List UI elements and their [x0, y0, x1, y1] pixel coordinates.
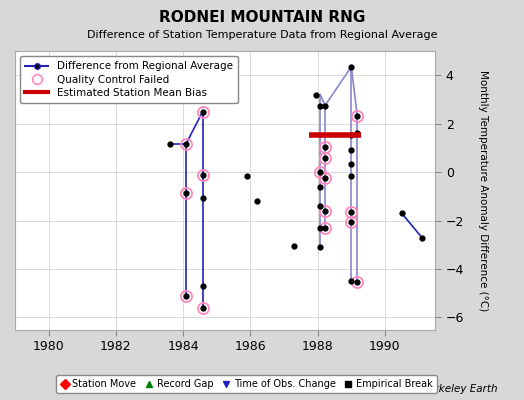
Text: Berkeley Earth: Berkeley Earth [421, 384, 498, 394]
Text: RODNEI MOUNTAIN RNG: RODNEI MOUNTAIN RNG [159, 10, 365, 25]
Legend: Station Move, Record Gap, Time of Obs. Change, Empirical Break: Station Move, Record Gap, Time of Obs. C… [56, 375, 436, 393]
Legend: Difference from Regional Average, Quality Control Failed, Estimated Station Mean: Difference from Regional Average, Qualit… [20, 56, 238, 103]
Y-axis label: Monthly Temperature Anomaly Difference (°C): Monthly Temperature Anomaly Difference (… [478, 70, 488, 311]
Text: Difference of Station Temperature Data from Regional Average: Difference of Station Temperature Data f… [87, 30, 437, 40]
